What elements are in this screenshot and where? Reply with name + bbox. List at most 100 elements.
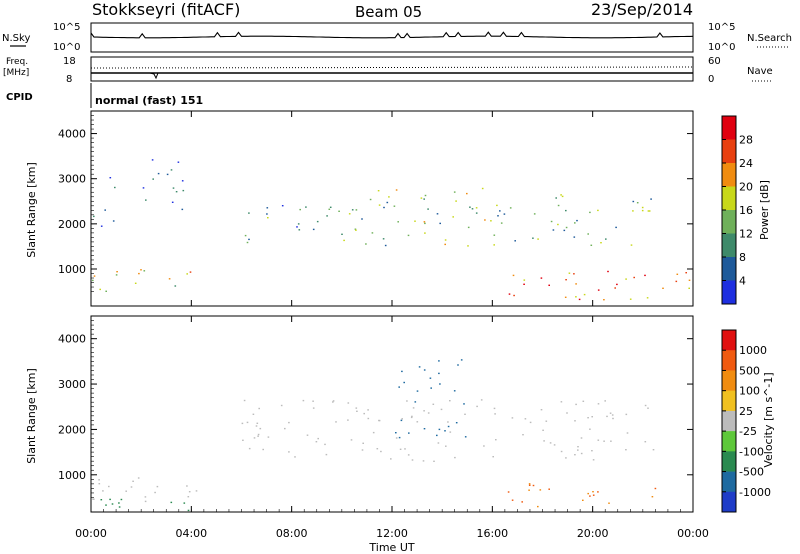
heatmap-cell xyxy=(568,272,571,274)
heatmap-cell xyxy=(436,434,438,437)
heatmap-cell xyxy=(565,209,567,212)
heatmap-cell xyxy=(457,364,459,366)
power-colorbar: 28 24 20 16 12 8 4 xyxy=(721,115,753,305)
heatmap-cell xyxy=(561,195,564,198)
colorbar-swatch xyxy=(722,491,736,513)
heatmap-cell xyxy=(521,501,523,503)
heatmap-cell xyxy=(365,243,367,245)
y-tick-label: 3000 xyxy=(58,378,86,391)
heatmap-cell xyxy=(438,372,440,375)
heatmap-cell xyxy=(420,197,423,199)
heatmap-cell xyxy=(355,229,357,231)
heatmap-cell xyxy=(316,220,319,223)
colorbar-tick-label: 24 xyxy=(739,157,753,170)
x-tick-label: 04:00 xyxy=(175,527,207,540)
heatmap-cell xyxy=(182,189,185,192)
heatmap-cell xyxy=(552,229,555,231)
heatmap-cell xyxy=(171,201,174,203)
heatmap-cell xyxy=(390,458,392,460)
heatmap-cell xyxy=(549,442,552,444)
heatmap-cell xyxy=(351,209,354,211)
colorbar-swatch xyxy=(722,280,736,305)
heatmap-cell xyxy=(632,200,635,203)
heatmap-cell xyxy=(469,206,471,208)
heatmap-cell xyxy=(399,448,402,450)
colorbar-tick-label: 12 xyxy=(739,228,753,241)
velocity-heatmap-cells xyxy=(92,359,657,512)
heatmap-cell xyxy=(650,198,652,200)
heatmap-cell xyxy=(326,215,328,217)
heatmap-cell xyxy=(540,409,543,411)
heatmap-cell xyxy=(296,226,298,228)
heatmap-cell xyxy=(243,399,246,402)
heatmap-cell xyxy=(577,449,579,451)
heatmap-cell xyxy=(404,448,406,450)
power-y-ticks: 4000 3000 2000 1000 xyxy=(58,115,693,292)
heatmap-cell xyxy=(255,425,258,427)
heatmap-cell xyxy=(363,412,365,415)
heatmap-cell xyxy=(393,205,396,207)
heatmap-cell xyxy=(248,212,250,214)
heatmap-cell xyxy=(312,228,315,231)
heatmap-cell xyxy=(460,359,463,361)
heatmap-cell xyxy=(533,213,536,215)
heatmap-cell xyxy=(455,200,457,202)
heatmap-cell xyxy=(248,238,250,241)
heatmap-cell xyxy=(112,220,115,222)
x-tick-label: 12:00 xyxy=(376,527,408,540)
heatmap-cell xyxy=(625,278,627,280)
nsearch-tick-bottom: 10^0 xyxy=(708,42,735,53)
heatmap-cell xyxy=(427,208,429,210)
heatmap-cell xyxy=(576,219,578,222)
heatmap-cell xyxy=(144,496,147,498)
heatmap-cell xyxy=(143,270,146,272)
heatmap-cell xyxy=(499,210,501,212)
heatmap-cell xyxy=(496,204,498,207)
heatmap-cell xyxy=(174,285,177,287)
heatmap-cell xyxy=(406,400,408,402)
heatmap-cell xyxy=(266,213,268,215)
heatmap-cell xyxy=(582,400,585,402)
heatmap-cell xyxy=(512,274,515,277)
heatmap-cell xyxy=(611,414,614,416)
heatmap-cell xyxy=(108,485,110,488)
heatmap-cell xyxy=(241,422,244,425)
heatmap-cell xyxy=(481,187,484,190)
heatmap-cell xyxy=(246,421,249,424)
colorbar-swatch xyxy=(722,116,736,140)
heatmap-cell xyxy=(350,439,353,441)
heatmap-cell xyxy=(654,487,657,490)
heatmap-cell xyxy=(528,489,530,491)
heatmap-cell xyxy=(253,437,256,439)
heatmap-cell xyxy=(140,269,142,271)
colorbar-tick-label: 16 xyxy=(739,204,753,217)
x-tick-label: 16:00 xyxy=(476,527,508,540)
heatmap-cell xyxy=(369,198,372,201)
heatmap-cell xyxy=(630,244,633,246)
heatmap-cell xyxy=(625,449,627,451)
heatmap-cell xyxy=(258,407,260,410)
freq-unit-label: [MHz] xyxy=(3,68,29,78)
heatmap-cell xyxy=(378,419,380,422)
heatmap-cell xyxy=(597,439,600,441)
heatmap-cell xyxy=(590,244,593,246)
heatmap-cell xyxy=(414,401,417,403)
heatmap-cell xyxy=(343,239,345,242)
heatmap-cell xyxy=(610,440,612,442)
colorbar-tick-label: 500 xyxy=(739,364,760,377)
heatmap-cell xyxy=(453,390,456,392)
heatmap-cell xyxy=(490,220,492,222)
nsearch-label: N.Search xyxy=(747,33,792,44)
heatmap-cell xyxy=(93,498,95,500)
colorbar-tick-label: -100 xyxy=(739,445,764,458)
heatmap-cell xyxy=(151,159,154,161)
colorbar-tick-label: 8 xyxy=(739,251,746,264)
heatmap-cell xyxy=(386,201,389,204)
heatmap-cell xyxy=(641,206,644,209)
heatmap-cell xyxy=(454,456,456,459)
heatmap-cell xyxy=(616,283,618,286)
heatmap-cell xyxy=(592,491,594,493)
heatmap-cell xyxy=(288,421,290,424)
heatmap-cell xyxy=(105,290,107,292)
colorbar-frame xyxy=(721,329,737,513)
